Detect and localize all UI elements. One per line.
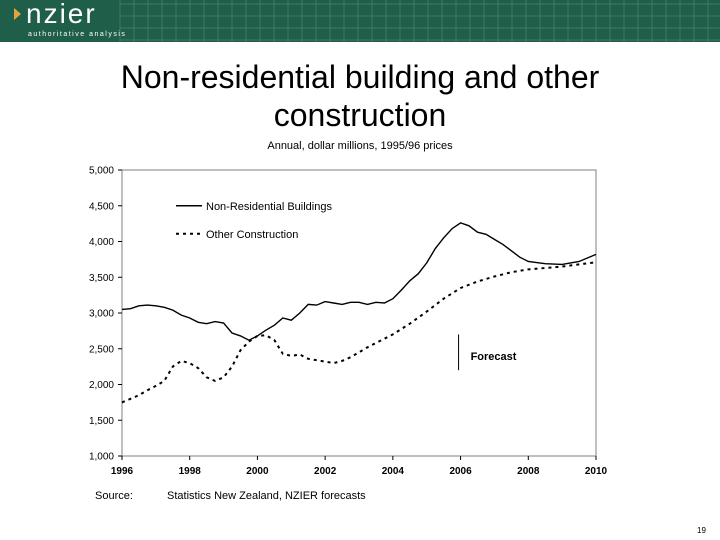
source-text: Statistics New Zealand, NZIER forecasts <box>167 490 366 502</box>
y-tick-label: 1,500 <box>89 416 114 427</box>
line-chart: 1,000 1,500 2,000 2,500 3,000 3,500 4,000 4,500… <box>89 166 608 478</box>
x-tick-label: 2004 <box>382 466 405 477</box>
header-banner: nzier authoritative analysis <box>0 0 720 42</box>
y-tick-label: 4,000 <box>89 237 114 248</box>
x-tick-label: 2010 <box>585 466 608 477</box>
x-tick-label: 1996 <box>111 466 134 477</box>
brand-logo: nzier <box>26 0 97 29</box>
legend-label: Non-Residential Buildings <box>206 201 332 213</box>
x-tick-label: 2006 <box>449 466 472 477</box>
y-tick-label: 2,000 <box>89 380 114 391</box>
series-line-other-construction <box>121 261 597 404</box>
x-tick-label: 2002 <box>314 466 337 477</box>
x-tick-label: 2008 <box>517 466 540 477</box>
logo-arrow-icon <box>14 8 21 20</box>
slide-title-line-2: construction <box>273 97 447 133</box>
forecast-annotation: Forecast <box>471 351 517 363</box>
y-tick-label: 3,000 <box>89 309 114 320</box>
plot-area <box>121 169 597 457</box>
legend-label: Other Construction <box>206 229 298 241</box>
x-tick-label: 2000 <box>246 466 269 477</box>
y-tick-label: 3,500 <box>89 273 114 284</box>
y-tick-label: 1,000 <box>89 452 114 463</box>
chart-subtitle: Annual, dollar millions, 1995/96 prices <box>267 140 453 152</box>
brand-tagline: authoritative analysis <box>28 31 127 38</box>
y-tick-label: 5,000 <box>89 166 114 177</box>
header-grid-pattern <box>119 0 720 42</box>
slide-title: Non-residential building and other const… <box>0 58 720 134</box>
y-tick-label: 4,500 <box>89 201 114 212</box>
y-tick-label: 2,500 <box>89 344 114 355</box>
page-number: 19 <box>697 526 706 535</box>
x-tick-label: 1998 <box>179 466 202 477</box>
series-line-non-residential-buildings <box>121 222 597 341</box>
source-label: Source: <box>95 490 133 502</box>
slide-title-line-1: Non-residential building and other <box>120 59 600 95</box>
